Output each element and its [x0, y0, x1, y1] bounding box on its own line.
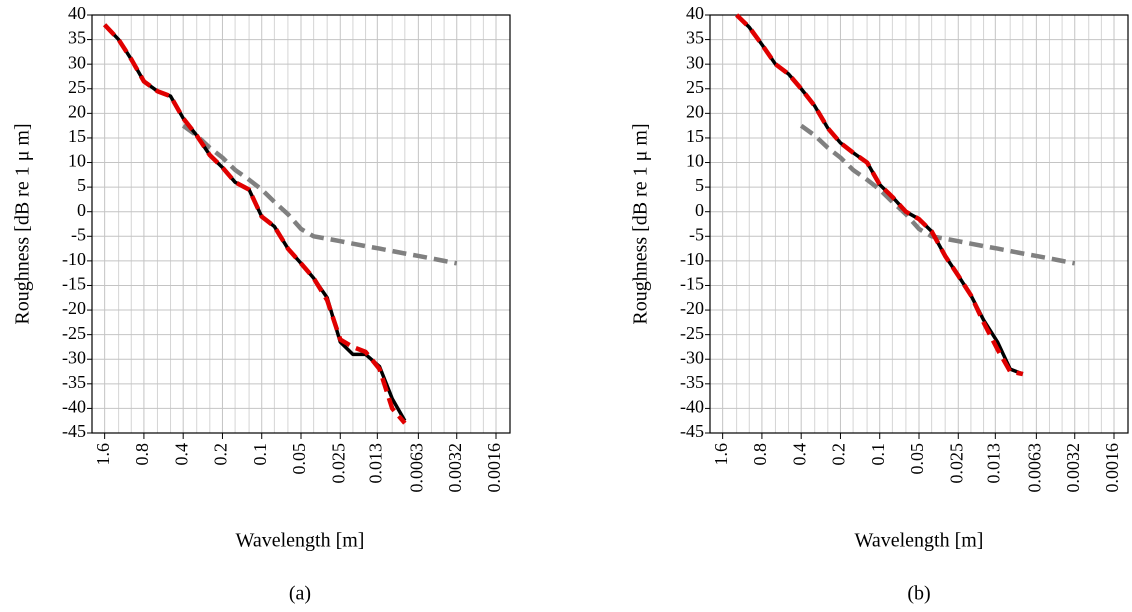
- y-tick-label: 10: [68, 151, 86, 171]
- x-tick-label: 0.2: [829, 443, 849, 466]
- x-tick-label: 1.6: [711, 443, 731, 466]
- panel: 1.6 0.8 0.4 0.2 0.1 0.05 0.025 0.013 0.0063 0.003…: [12, 3, 511, 605]
- x-axis-label: Wavelength [m]: [855, 530, 984, 552]
- x-tick-label: 0.0032: [1063, 443, 1083, 493]
- y-tick-label: 35: [68, 28, 86, 48]
- x-tick-label: 0.8: [132, 443, 152, 466]
- y-tick-label: 35: [686, 28, 704, 48]
- x-tick-label: 0.05: [289, 443, 309, 475]
- x-tick-label: 0.0016: [1102, 443, 1122, 493]
- y-axis-label: Roughness [dB re 1 μ m]: [630, 123, 652, 324]
- y-tick-label: 5: [77, 175, 86, 195]
- x-axis-label: Wavelength [m]: [236, 530, 365, 552]
- y-tick-label: -35: [680, 372, 704, 392]
- y-tick-label: -5: [689, 224, 704, 244]
- panel: 1.6 0.8 0.4 0.2 0.1 0.05 0.025 0.013 0.0063 0.003…: [630, 3, 1129, 605]
- y-tick-label: 20: [68, 101, 86, 121]
- y-tick-label: 40: [686, 3, 704, 23]
- y-tick-label: -45: [62, 421, 86, 441]
- y-tick-label: 15: [686, 126, 704, 146]
- y-tick-label: 10: [686, 151, 704, 171]
- x-tick-label: 0.0063: [1024, 443, 1044, 493]
- data-line: [181, 123, 458, 266]
- y-tick-label: -20: [680, 298, 704, 318]
- x-tick-label: 0.2: [211, 443, 231, 466]
- y-tick-label: -30: [680, 347, 704, 367]
- y-tick-label: -25: [62, 323, 86, 343]
- plot-frame: [709, 14, 1129, 434]
- y-tick-label: -15: [62, 274, 86, 294]
- y-tick-label: 25: [68, 77, 86, 97]
- data-line: [799, 123, 1076, 266]
- x-tick-label: 0.1: [868, 443, 888, 466]
- x-tick-label: 0.8: [750, 443, 770, 466]
- y-tick-label: 0: [695, 200, 704, 220]
- y-tick-label: 0: [77, 200, 86, 220]
- y-tick-label: -35: [62, 372, 86, 392]
- x-tick-label: 0.025: [946, 443, 966, 484]
- y-tick-label: -10: [62, 249, 86, 269]
- y-tick-label: -30: [62, 347, 86, 367]
- y-tick-label: -40: [680, 397, 704, 417]
- y-tick-label: -20: [62, 298, 86, 318]
- x-tick-label: 0.05: [907, 443, 927, 475]
- y-tick-label: 15: [68, 126, 86, 146]
- y-tick-label: 25: [686, 77, 704, 97]
- data-line: [103, 23, 407, 425]
- y-tick-label: 5: [695, 175, 704, 195]
- y-tick-label: -45: [680, 421, 704, 441]
- x-tick-label: 0.013: [365, 443, 385, 484]
- y-tick-label: 30: [68, 52, 86, 72]
- x-tick-label: 0.4: [789, 443, 809, 466]
- x-tick-label: 0.025: [328, 443, 348, 484]
- y-tick-label: 20: [686, 101, 704, 121]
- data-line: [735, 13, 1024, 377]
- x-tick-label: 0.0063: [406, 443, 426, 493]
- y-tick-label: -25: [680, 323, 704, 343]
- y-tick-label: 30: [686, 52, 704, 72]
- plot-frame: [91, 14, 511, 434]
- panel-caption: (a): [289, 583, 311, 605]
- x-tick-label: 0.0016: [484, 443, 504, 493]
- x-tick-label: 0.0032: [445, 443, 465, 493]
- x-tick-label: 0.4: [171, 443, 191, 466]
- y-tick-label: -15: [680, 274, 704, 294]
- x-tick-label: 1.6: [93, 443, 113, 466]
- y-tick-label: -5: [71, 224, 86, 244]
- x-tick-label: 0.1: [250, 443, 270, 466]
- y-tick-label: 40: [68, 3, 86, 23]
- y-tick-label: -10: [680, 249, 704, 269]
- y-tick-label: -40: [62, 397, 86, 417]
- x-tick-label: 0.013: [983, 443, 1003, 484]
- panel-caption: (b): [907, 583, 930, 605]
- y-axis-label: Roughness [dB re 1 μ m]: [12, 123, 34, 324]
